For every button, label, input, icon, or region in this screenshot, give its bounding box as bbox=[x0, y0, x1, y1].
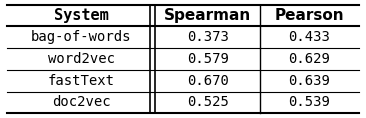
Text: fastText: fastText bbox=[48, 74, 115, 88]
Text: 0.579: 0.579 bbox=[187, 52, 228, 66]
Text: bag-of-words: bag-of-words bbox=[31, 30, 131, 44]
Text: 0.629: 0.629 bbox=[288, 52, 330, 66]
Text: 0.539: 0.539 bbox=[288, 95, 330, 109]
Text: Pearson: Pearson bbox=[274, 8, 344, 23]
Text: 0.373: 0.373 bbox=[187, 30, 228, 44]
Text: 0.433: 0.433 bbox=[288, 30, 330, 44]
Text: word2vec: word2vec bbox=[48, 52, 115, 66]
Text: 0.670: 0.670 bbox=[187, 74, 228, 88]
Text: doc2vec: doc2vec bbox=[52, 95, 111, 109]
Text: System: System bbox=[54, 8, 108, 23]
Text: Spearman: Spearman bbox=[164, 8, 251, 23]
Text: 0.639: 0.639 bbox=[288, 74, 330, 88]
Text: 0.525: 0.525 bbox=[187, 95, 228, 109]
